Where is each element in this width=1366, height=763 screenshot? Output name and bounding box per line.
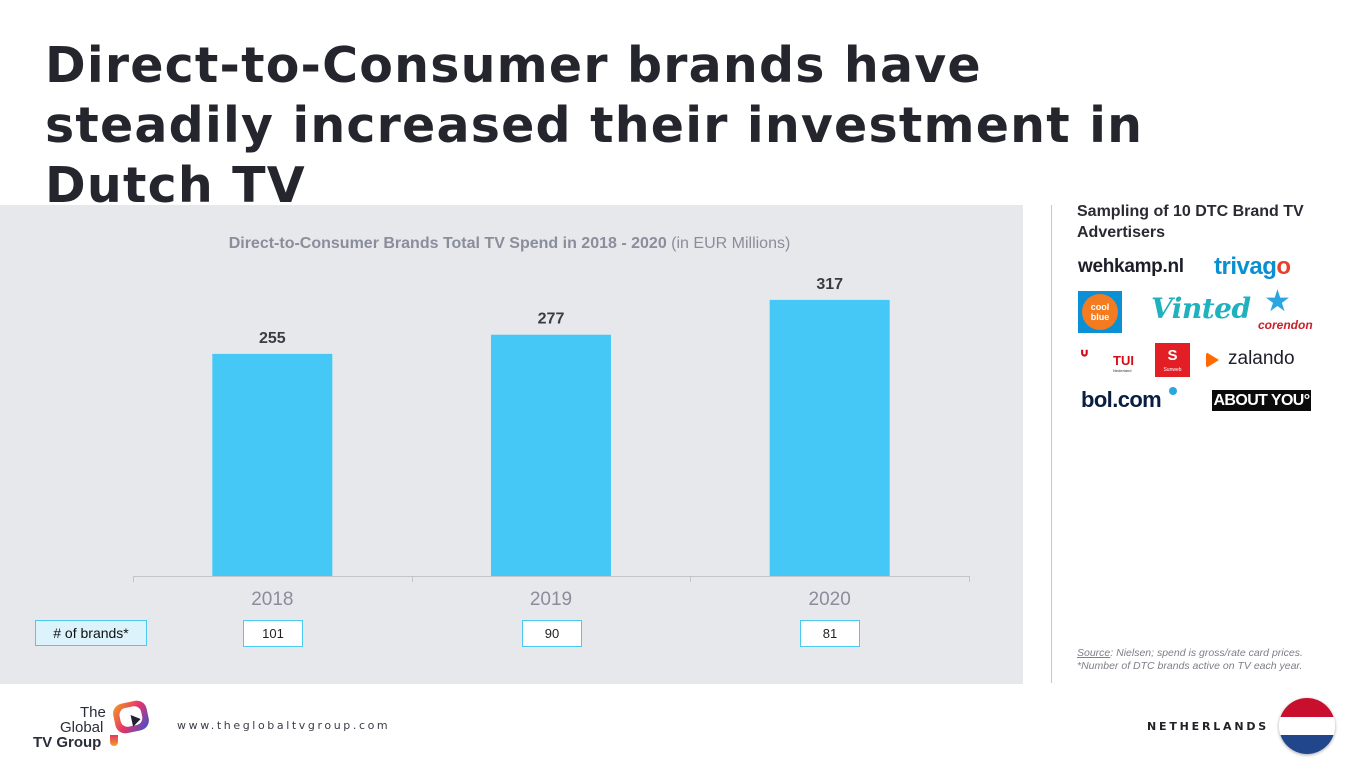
country-label: NETHERLANDS [1147, 720, 1269, 733]
sunweb-logo: S Sunweb [1155, 343, 1190, 377]
chart-panel: Direct-to-Consumer Brands Total TV Spend… [0, 205, 1023, 684]
trivago-logo-text: trivag [1214, 253, 1277, 280]
bol-dot-icon [1169, 387, 1177, 395]
coolblue-disc: cool blue [1082, 294, 1118, 330]
brands-count-label: # of brands* [35, 620, 147, 646]
bol-logo: bol.com [1081, 387, 1177, 413]
data-label-2018: 255 [259, 330, 286, 347]
tv-screen-inner [118, 704, 144, 729]
coolblue-line2: blue [1090, 312, 1110, 322]
zalando-flag-icon [1206, 352, 1219, 368]
bar-2018 [212, 353, 333, 576]
tick-label-2020: 2020 [809, 589, 851, 610]
tick-label-2018: 2018 [251, 589, 293, 610]
brand-count-2019: 90 [522, 620, 582, 647]
logo-line-1: The [80, 704, 106, 721]
vertical-divider [1051, 205, 1052, 683]
data-label-2019: 277 [538, 311, 565, 328]
chart-title-main: Direct-to-Consumer Brands Total TV Spend… [228, 235, 667, 252]
source-text: : Nielsen; spend is gross/rate card pric… [1110, 647, 1303, 659]
bar-chart: 255 2018 277 2019 317 2020 [133, 276, 970, 610]
flag-stripe-white [1279, 717, 1335, 735]
bar-2020 [769, 299, 890, 576]
coolblue-logo: cool blue [1078, 291, 1122, 333]
vinted-logo: Vinted [1151, 292, 1251, 325]
corendon-name: corendon [1258, 318, 1313, 332]
source-key: Source [1077, 647, 1111, 659]
global-tv-group-logo: The Global TV Group [30, 698, 154, 754]
tick-label-2019: 2019 [530, 589, 572, 610]
chart-title-unit: (in EUR Millions) [671, 235, 791, 252]
trivago-logo-o: o [1276, 253, 1291, 280]
logo-accent-icon [110, 735, 118, 746]
sunweb-name: Sunweb [1163, 367, 1182, 373]
aboutyou-logo: ABOUT YOU° [1212, 390, 1311, 411]
footnote: *Number of DTC brands active on TV each … [1077, 660, 1303, 672]
slide-title: Direct-to-Consumer brands have steadily … [45, 37, 1144, 214]
tui-sub: Nederland [1113, 368, 1132, 373]
zalando-name: zalando [1228, 348, 1295, 369]
flag-stripe-red [1279, 698, 1335, 717]
corendon-star-icon: ★ [1264, 285, 1291, 318]
netherlands-flag-icon [1279, 698, 1335, 754]
wehkamp-logo: wehkamp.nl [1078, 256, 1184, 277]
sidebar-heading: Sampling of 10 DTC Brand TV Advertisers [1077, 203, 1304, 241]
coolblue-line1: cool [1090, 302, 1110, 312]
data-label-2020: 317 [816, 276, 843, 293]
logo-line-2: Global [60, 719, 104, 736]
bar-2019 [491, 334, 611, 576]
logo-line-3: TV Group [33, 734, 102, 751]
flag-stripe-blue [1279, 735, 1335, 754]
tui-smile-icon: ᐡ [1080, 345, 1089, 370]
sunweb-mark: S [1167, 347, 1178, 364]
source-note: Source: Nielsen; spend is gross/rate car… [1077, 647, 1327, 673]
tui-name: TUI [1113, 353, 1134, 368]
trivago-logo: trivago [1214, 253, 1291, 281]
chart-title: Direct-to-Consumer Brands Total TV Spend… [0, 235, 1019, 253]
play-icon [130, 713, 142, 727]
bol-name: bol.com [1081, 387, 1162, 412]
corendon-logo: ★ corendon [1258, 285, 1314, 334]
website-url: www.theglobaltvgroup.com [177, 719, 391, 732]
brand-count-2020: 81 [800, 620, 860, 647]
tv-screen-icon [111, 698, 151, 736]
tui-logo: ᐡ TUI Nederland [1080, 345, 1136, 375]
brand-count-2018: 101 [243, 620, 303, 647]
